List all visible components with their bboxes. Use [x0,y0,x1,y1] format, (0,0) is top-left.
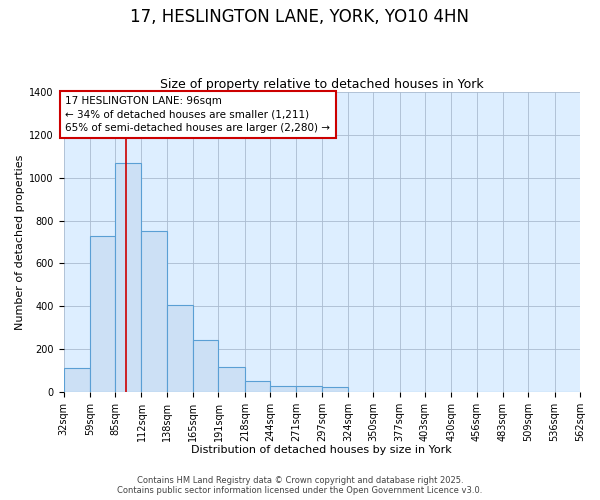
Text: 17 HESLINGTON LANE: 96sqm
← 34% of detached houses are smaller (1,211)
65% of se: 17 HESLINGTON LANE: 96sqm ← 34% of detac… [65,96,331,133]
Text: 17, HESLINGTON LANE, YORK, YO10 4HN: 17, HESLINGTON LANE, YORK, YO10 4HN [131,8,470,26]
Title: Size of property relative to detached houses in York: Size of property relative to detached ho… [160,78,484,91]
Bar [218,367,245,392]
Bar [296,386,322,392]
Bar [245,381,270,392]
Bar [64,368,90,392]
Bar [322,388,348,392]
Bar [142,232,167,392]
Bar [90,236,115,392]
Bar [270,386,296,392]
X-axis label: Distribution of detached houses by size in York: Distribution of detached houses by size … [191,445,452,455]
Bar [167,305,193,392]
Bar [115,163,142,392]
Bar [193,340,218,392]
Y-axis label: Number of detached properties: Number of detached properties [15,154,25,330]
Text: Contains HM Land Registry data © Crown copyright and database right 2025.
Contai: Contains HM Land Registry data © Crown c… [118,476,482,495]
